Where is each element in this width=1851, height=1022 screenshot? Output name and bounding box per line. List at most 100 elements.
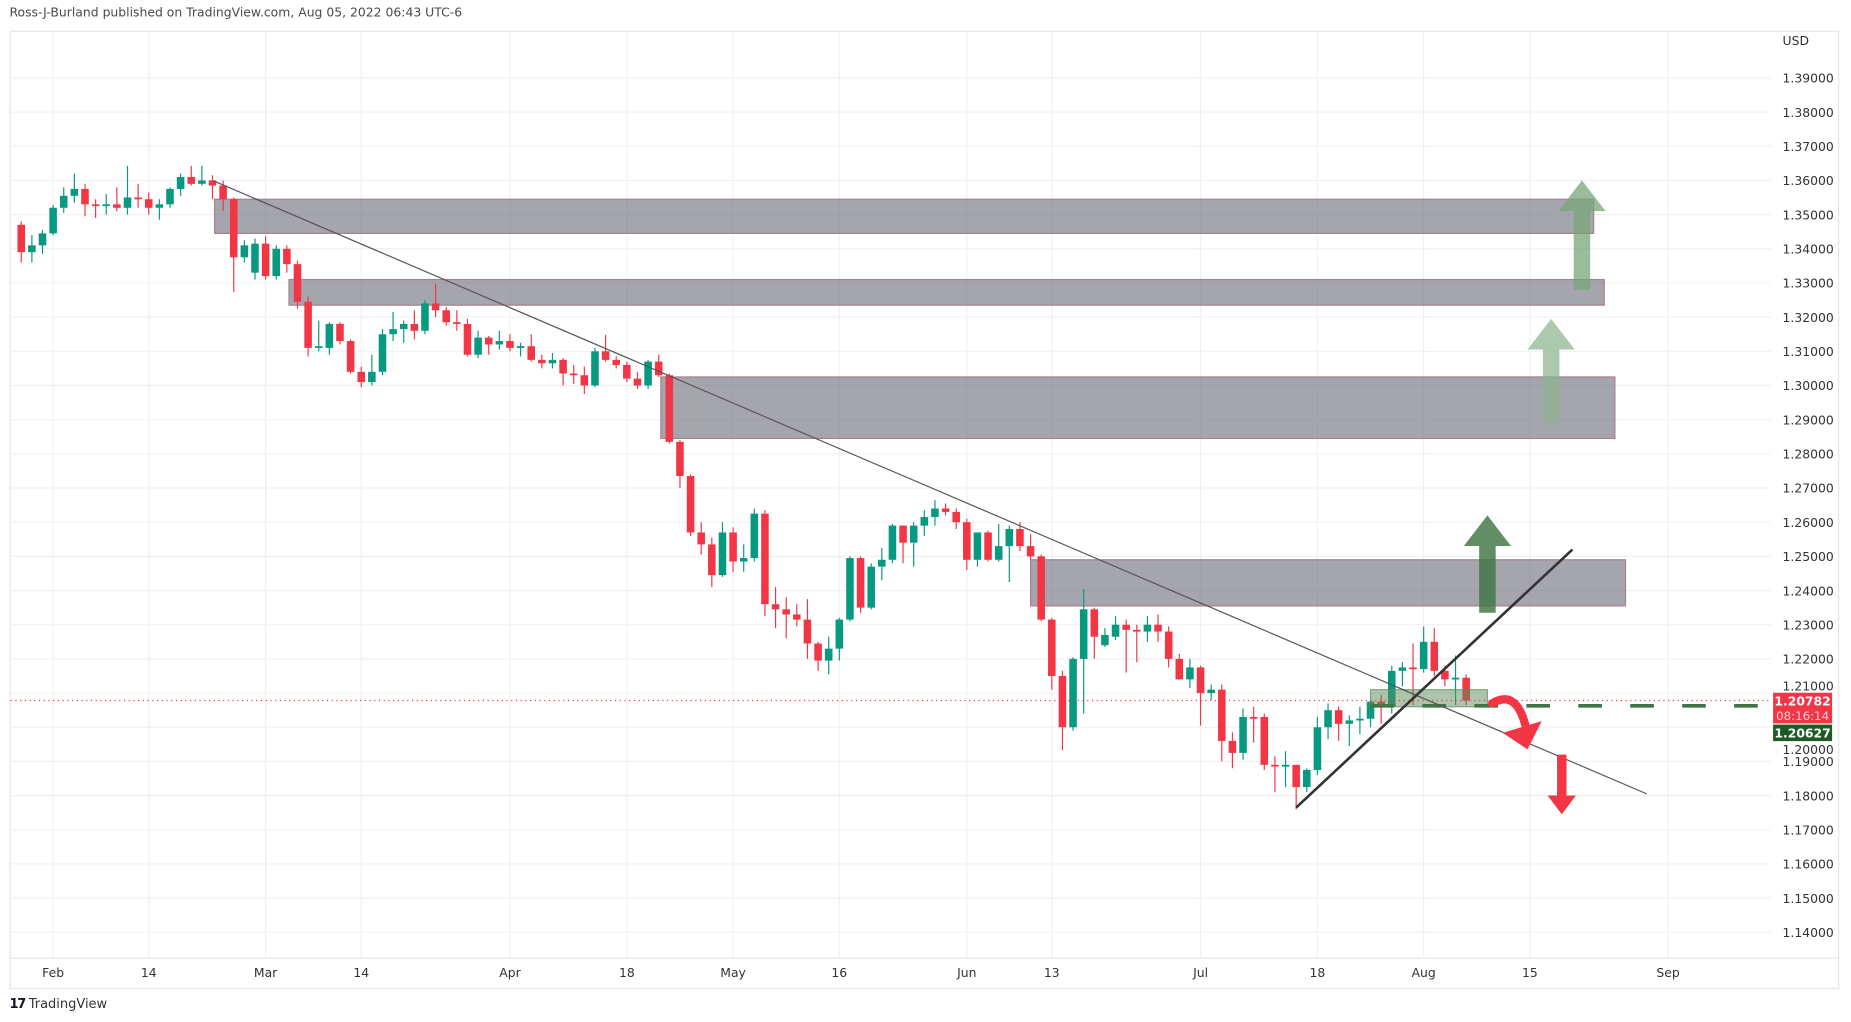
bearish-candle — [963, 522, 971, 560]
curved-down-arrow-icon — [1487, 695, 1530, 729]
bullish-candle — [548, 359, 557, 364]
bullish-candle — [1356, 718, 1364, 721]
bearish-candle — [261, 243, 270, 277]
bearish-candle — [1090, 609, 1099, 637]
bullish-candle — [251, 243, 259, 273]
bearish-candle — [1048, 619, 1056, 676]
price-tick-label: 1.16000 — [1783, 857, 1834, 872]
bearish-candle — [569, 373, 578, 376]
bullish-candle — [750, 513, 759, 559]
bearish-candle — [782, 609, 790, 615]
bullish-candle — [123, 197, 132, 208]
bullish-candle — [846, 558, 854, 620]
bearish-candle — [1228, 740, 1237, 753]
tradingview-logo-icon: 17 — [9, 996, 26, 1012]
price-tick-label: 1.19000 — [1783, 754, 1834, 769]
bullish-candle — [878, 559, 886, 567]
bearish-candle — [559, 359, 567, 374]
curved-arrow-head-icon — [1502, 721, 1542, 750]
bullish-candle — [718, 532, 727, 576]
price-tick-label: 1.36000 — [1783, 173, 1834, 188]
bearish-candle — [793, 614, 801, 620]
time-axis[interactable]: Feb 14 Mar 14 Apr 18 May 16 Jun 13 Jul 18 Aug 15 Sep — [42, 965, 1680, 980]
time-tick-label: Jun — [956, 965, 976, 980]
bullish-candle — [1111, 624, 1120, 637]
bullish-candle — [1303, 769, 1311, 788]
bearish-candle — [91, 204, 100, 207]
bullish-candle — [867, 566, 875, 608]
tradingview-brand: TradingView — [28, 996, 108, 1012]
price-tick-label: 1.30000 — [1783, 378, 1834, 393]
bearish-candle — [442, 310, 450, 323]
bearish-candle — [708, 544, 716, 576]
bullish-candle — [28, 245, 36, 253]
time-tick-label: 15 — [1522, 965, 1538, 980]
bearish-candle — [1292, 764, 1300, 788]
bullish-candle — [1281, 764, 1290, 767]
down-arrow-icon — [1547, 754, 1576, 815]
bullish-candle — [495, 341, 504, 345]
price-tick-label: 1.15000 — [1783, 891, 1834, 906]
bearish-candle — [410, 323, 419, 331]
time-tick-label: Aug — [1412, 965, 1436, 980]
resistance-zone — [1029, 559, 1627, 607]
bullish-candle — [314, 346, 323, 348]
price-tick-label: 1.23000 — [1783, 617, 1834, 632]
bullish-candle — [474, 337, 482, 355]
price-tick-label: 1.33000 — [1783, 276, 1834, 291]
chart-pane[interactable] — [9, 30, 1840, 989]
bullish-candle — [1451, 677, 1460, 680]
bullish-candle — [198, 180, 206, 184]
bearish-candle — [654, 361, 663, 376]
price-tick-label: 1.37000 — [1783, 139, 1834, 154]
bullish-candle — [1143, 624, 1152, 632]
bearish-candle — [814, 643, 822, 661]
bearish-candle — [803, 619, 812, 644]
resistance-zone — [660, 376, 1616, 440]
time-tick-label: 14 — [353, 965, 369, 980]
price-tick-label: 1.22000 — [1783, 652, 1834, 667]
bearish-candle — [1175, 658, 1184, 680]
bearish-candle — [208, 180, 217, 186]
time-tick-label: Feb — [42, 965, 64, 980]
bullish-candle — [1079, 609, 1088, 659]
bearish-candle — [144, 199, 153, 208]
bearish-candle — [665, 375, 674, 442]
bearish-candle — [527, 346, 535, 360]
bearish-candle — [229, 199, 238, 258]
bearish-candle — [623, 364, 631, 379]
bearish-candle — [1122, 624, 1130, 630]
bearish-candle — [81, 188, 89, 205]
bullish-candle — [421, 303, 429, 331]
bullish-candle — [1345, 720, 1354, 724]
bearish-candle — [1430, 641, 1439, 671]
bearish-candle — [1196, 667, 1205, 694]
level-price-box — [1773, 724, 1833, 742]
bullish-candle — [909, 525, 918, 543]
bearish-candle — [1441, 670, 1449, 680]
countdown-text: 08:16:14 — [1776, 709, 1829, 723]
bearish-candle — [612, 359, 620, 365]
bullish-candle — [973, 532, 982, 560]
bullish-candle — [155, 204, 164, 208]
bearish-candle — [463, 323, 472, 355]
bearish-candle — [1271, 764, 1279, 767]
price-tick-label: 1.34000 — [1783, 241, 1834, 256]
price-tick-label: 1.14000 — [1783, 925, 1834, 940]
tradingview-footer[interactable]: 17 TradingView — [9, 996, 107, 1011]
bullish-candle — [368, 371, 376, 383]
bullish-candle — [1239, 716, 1247, 753]
time-tick-label: 14 — [141, 965, 157, 980]
last-price-label: 1.20782 08:16:14 1.20627 — [1773, 692, 1833, 742]
bullish-candle — [644, 361, 652, 386]
resistance-zone — [214, 198, 1595, 234]
price-axis[interactable]: USD 1.39000 1.38000 1.37000 1.36000 1.35000 1… — [1783, 33, 1834, 940]
bearish-candle — [686, 476, 695, 533]
bearish-candle — [538, 359, 546, 364]
price-tick-label: 1.24000 — [1783, 583, 1834, 598]
bearish-candle — [941, 508, 950, 512]
bullish-candle — [931, 508, 939, 518]
bearish-candle — [984, 532, 992, 560]
bearish-candle — [1037, 556, 1045, 620]
